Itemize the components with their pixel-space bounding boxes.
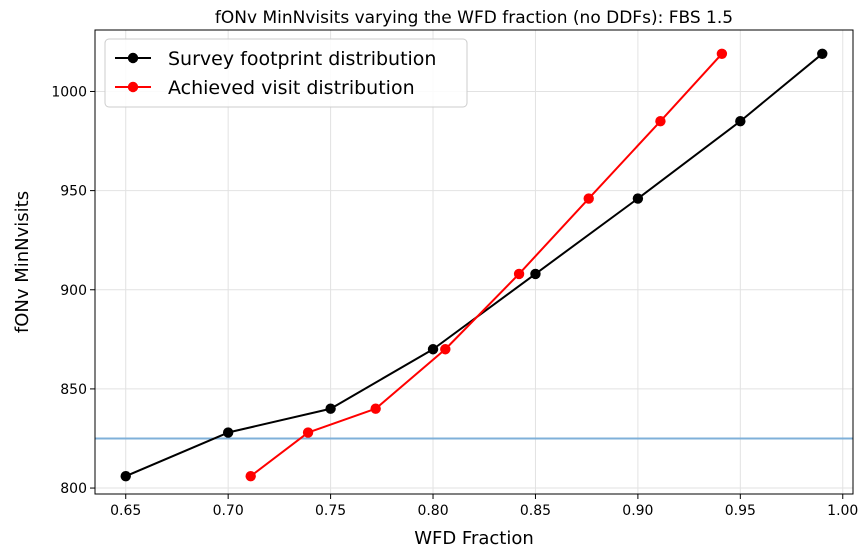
x-tick-label: 0.90 (622, 503, 653, 519)
data-point (530, 268, 541, 280)
plot-area-frame (94, 29, 854, 495)
data-point (735, 116, 746, 127)
x-tick-label: 0.85 (520, 503, 551, 519)
data-point (817, 48, 828, 59)
legend-box (104, 38, 468, 108)
data-point (632, 193, 644, 204)
data-point (583, 193, 594, 204)
data-point (245, 470, 256, 482)
series-line (125, 53, 823, 478)
series-2 (245, 48, 728, 482)
y-tick-label: 900 (60, 283, 87, 299)
data-point (440, 344, 451, 355)
data-point (716, 48, 728, 59)
series-group (120, 48, 828, 482)
legend-swatch-marker (127, 81, 139, 93)
axis-ticks: 0.65 0.70 0.75 0.80 0.85 0.90 0.95 1.00 800 850 90… (51, 84, 858, 519)
x-tick-label: 0.95 (725, 503, 756, 519)
y-tick-label: 800 (60, 481, 87, 497)
series-line (250, 53, 723, 477)
data-point (427, 344, 439, 355)
y-tick-label: 850 (60, 382, 87, 398)
y-axis-title: fONv MinNvisits (12, 191, 33, 333)
legend-swatch-marker (127, 52, 139, 64)
x-tick-label: 0.80 (417, 503, 448, 519)
data-point (370, 403, 381, 414)
x-axis-title: WFD Fraction (414, 528, 534, 549)
legend-label: Achieved visit distribution (168, 77, 415, 99)
y-tick-label: 1000 (51, 84, 87, 100)
legend: Survey footprint distribution Achieved vi… (104, 38, 468, 108)
data-point (302, 427, 314, 438)
data-point (120, 470, 131, 482)
y-tick-label: 950 (60, 184, 87, 200)
x-tick-label: 0.65 (110, 503, 141, 519)
data-point (513, 268, 525, 280)
x-tick-label: 1.00 (827, 503, 858, 519)
data-point (222, 427, 234, 438)
x-tick-label: 0.75 (315, 503, 346, 519)
data-point (325, 403, 336, 414)
series-1 (120, 48, 828, 482)
x-tick-label: 0.70 (213, 503, 244, 519)
chart-title: fONv MinNvisits varying the WFD fraction… (215, 8, 733, 28)
grid (95, 30, 853, 494)
legend-label: Survey footprint distribution (168, 48, 436, 70)
data-point (655, 116, 666, 127)
